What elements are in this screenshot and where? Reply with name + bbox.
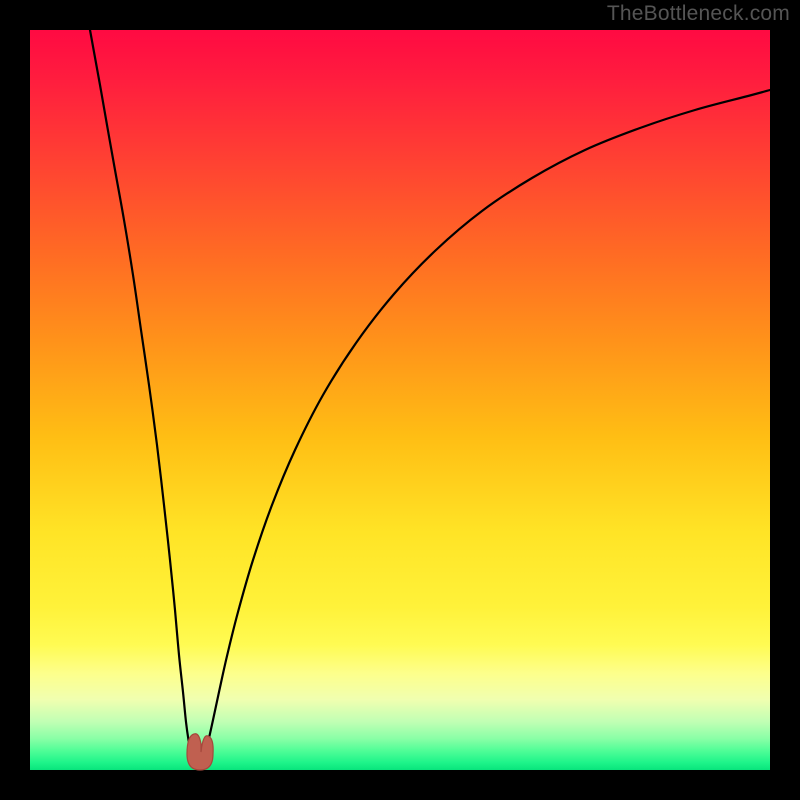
bottleneck-minimum-marker (187, 734, 213, 770)
bottleneck-chart (0, 0, 800, 800)
watermark-text: TheBottleneck.com (607, 2, 790, 26)
chart-root: TheBottleneck.com (0, 0, 800, 800)
plot-background (30, 30, 770, 770)
